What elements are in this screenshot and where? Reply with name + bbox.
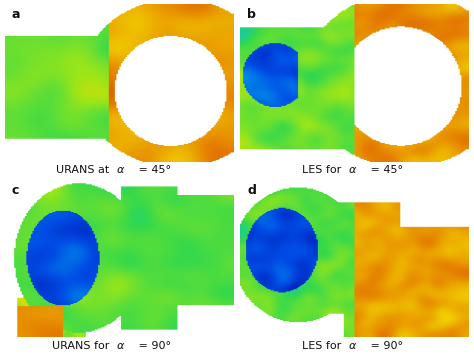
Text: LES for: LES for (302, 165, 348, 175)
Text: d: d (247, 184, 256, 197)
Text: LES for: LES for (302, 341, 348, 351)
Text: α: α (348, 341, 356, 351)
Text: a: a (11, 8, 20, 21)
Text: α: α (116, 341, 124, 351)
Text: = 45°: = 45° (135, 165, 171, 175)
Text: URANS for: URANS for (52, 341, 116, 351)
Text: = 45°: = 45° (367, 165, 403, 175)
Text: α: α (348, 165, 356, 175)
Text: = 90°: = 90° (367, 341, 403, 351)
Text: b: b (247, 8, 256, 21)
Text: c: c (11, 184, 19, 197)
Text: α: α (116, 165, 124, 175)
Text: = 90°: = 90° (135, 341, 171, 351)
Text: URANS at: URANS at (56, 165, 116, 175)
